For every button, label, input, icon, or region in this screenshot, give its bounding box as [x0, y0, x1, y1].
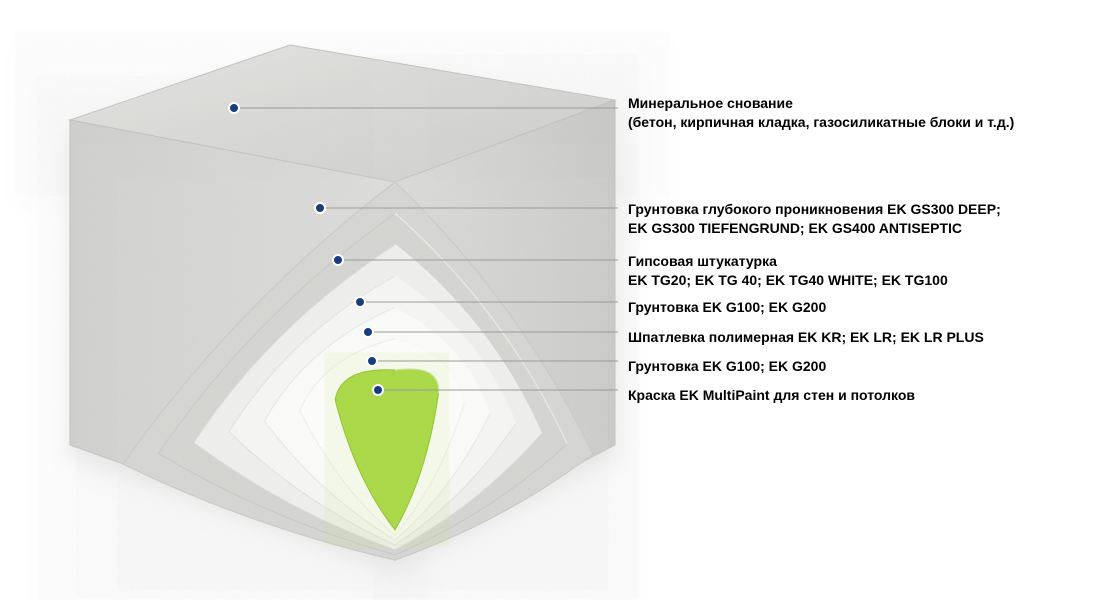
label-primer_g1: Грунтовка EK G100; EK G200 [628, 298, 826, 317]
marker-dot [363, 327, 373, 337]
marker-dot [315, 203, 325, 213]
marker-dot [373, 385, 383, 395]
label-line: Грунтовка глубокого проникновения EK GS3… [628, 200, 1001, 219]
label-mineral_base: Минеральное снование(бетон, кирпичная кл… [628, 94, 1014, 132]
label-line: Грунтовка EK G100; EK G200 [628, 357, 826, 376]
marker-dot [355, 297, 365, 307]
label-line: Грунтовка EK G100; EK G200 [628, 298, 826, 317]
label-line: EK GS300 TIEFENGRUND; EK GS400 ANTISEPTI… [628, 219, 1001, 238]
label-putty: Шпатлевка полимерная EK KR; EK LR; EK LR… [628, 328, 984, 347]
marker-dot [333, 255, 343, 265]
marker-dot [229, 103, 239, 113]
label-gypsum_plaster: Гипсовая штукатуркаEK TG20; EK TG 40; EK… [628, 252, 948, 290]
label-line: EK TG20; EK TG 40; EK TG40 WHITE; EK TG1… [628, 271, 948, 290]
marker-dot [367, 356, 377, 366]
label-line: Гипсовая штукатурка [628, 252, 948, 271]
layers-block [0, 0, 1100, 600]
label-paint: Краска EK MultiPaint для стен и потолков [628, 386, 915, 405]
label-deep_primer: Грунтовка глубокого проникновения EK GS3… [628, 200, 1001, 238]
diagram-stage: Минеральное снование(бетон, кирпичная кл… [0, 0, 1100, 600]
label-line: Краска EK MultiPaint для стен и потолков [628, 386, 915, 405]
label-line: Минеральное снование [628, 94, 1014, 113]
label-line: (бетон, кирпичная кладка, газосиликатные… [628, 113, 1014, 132]
label-line: Шпатлевка полимерная EK KR; EK LR; EK LR… [628, 328, 984, 347]
label-primer_g2: Грунтовка EK G100; EK G200 [628, 357, 826, 376]
